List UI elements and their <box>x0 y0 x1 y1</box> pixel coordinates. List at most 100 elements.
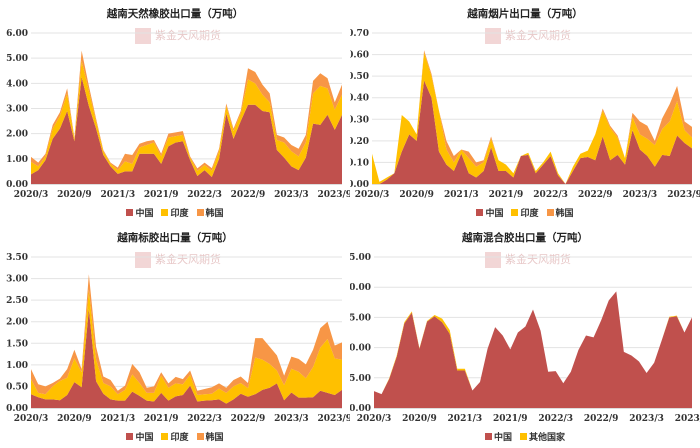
legend: 中国 印度 韩国 <box>0 206 350 219</box>
x-tick-label: 2020/3 <box>355 190 390 200</box>
x-tick-label: 2020/9 <box>57 190 92 200</box>
legend-swatch <box>196 433 204 440</box>
legend-item: 其他国家 <box>520 430 565 443</box>
area-series-0 <box>31 77 342 184</box>
chart-svg: 0.00 0.10 0.20 0.30 0.40 0.50 0.60 0.70 2020/3 20… <box>350 29 700 200</box>
x-tick-label: 2021/3 <box>100 414 135 424</box>
y-tick-label: 0.60 <box>350 51 369 61</box>
legend-label: 印度 <box>170 209 189 219</box>
x-tick-label: 2020/9 <box>399 190 434 200</box>
chart-title: 越南烟片出口量（万吨） <box>467 8 583 20</box>
legend: 中国 印度 韩国 <box>0 430 350 443</box>
legend-item: 韩国 <box>196 206 224 219</box>
x-tick-label: 2023/9 <box>667 190 700 200</box>
x-tick-label: 2021/3 <box>100 190 135 200</box>
x-tick-label: 2022/3 <box>533 190 568 200</box>
y-tick-label: 0.00 <box>6 404 28 414</box>
y-tick-label: 2.00 <box>6 318 28 328</box>
legend-item: 中国 <box>476 206 503 219</box>
chart-panel-1: 越南烟片出口量（万吨） 紫金天风期货 0.00 0.10 0.20 0.30 0.40 0.5… <box>350 0 700 224</box>
legend-label: 韩国 <box>205 209 224 219</box>
y-tick-label: 0.00 <box>350 404 371 414</box>
y-tick-label: 0.40 <box>350 94 369 104</box>
chart-title: 越南天然橡胶出口量（万吨） <box>106 8 244 20</box>
legend: 中国 印度 韩国 <box>350 206 700 219</box>
y-tick-label: 0.30 <box>350 115 369 125</box>
area-series-0 <box>31 308 342 408</box>
x-tick-label: 2022/9 <box>584 414 619 424</box>
y-tick-label: 3.00 <box>6 275 28 285</box>
legend-label: 中国 <box>493 433 512 443</box>
y-tick-label: 20.00 <box>350 283 371 293</box>
legend-label: 韩国 <box>205 433 224 443</box>
legend-label: 中国 <box>135 209 154 219</box>
y-tick-label: 0.00 <box>6 180 28 190</box>
x-tick-label: 2022/3 <box>187 190 222 200</box>
y-tick-label: 25.00 <box>350 253 371 263</box>
watermark-logo: 紫金天风期货 <box>485 27 571 44</box>
y-tick-label: 2.50 <box>6 296 28 306</box>
y-tick-label: 5.00 <box>350 374 371 384</box>
x-tick-label: 2020/9 <box>57 414 92 424</box>
legend-swatch <box>511 209 519 216</box>
legend-item: 中国 <box>126 430 153 443</box>
y-tick-label: 1.00 <box>6 155 28 165</box>
y-tick-label: 0.10 <box>350 158 369 168</box>
legend-swatch <box>126 433 134 440</box>
legend-swatch <box>520 433 527 440</box>
chart-title: 越南混合胶出口量（万吨） <box>462 232 588 244</box>
legend-swatch <box>161 433 169 440</box>
chart-svg: 0.00 0.50 1.00 1.50 2.00 2.50 3.00 3.50 2020/3 20… <box>6 253 350 424</box>
area-series-1 <box>31 60 342 177</box>
legend-item: 韩国 <box>546 206 574 219</box>
legend-label: 韩国 <box>555 209 574 219</box>
chart-panel-0: 越南天然橡胶出口量（万吨） 紫金天风期货 0.00 1.00 2.00 3.00 4.00 5… <box>0 0 350 224</box>
y-tick-label: 6.00 <box>6 29 28 39</box>
y-tick-label: 5.00 <box>6 54 28 64</box>
x-tick-label: 2021/9 <box>489 190 524 200</box>
x-tick-label: 2021/9 <box>144 190 179 200</box>
x-tick-label: 2023/3 <box>623 190 658 200</box>
legend-swatch <box>196 209 204 216</box>
chart-svg: 0.00 1.00 2.00 3.00 4.00 5.00 6.00 2020/3 2020/9… <box>6 29 350 200</box>
chart-panel-2: 越南标胶出口量（万吨） 紫金天风期货 0.00 0.50 1.00 1.50 2.00 2.5… <box>0 224 350 448</box>
legend: 中国 其他国家 <box>350 430 700 443</box>
y-tick-label: 0.50 <box>350 72 369 82</box>
legend-swatch <box>484 433 492 440</box>
y-tick-label: 0.50 <box>6 382 28 392</box>
x-tick-label: 2023/9 <box>317 414 350 424</box>
y-tick-label: 10.00 <box>350 344 371 354</box>
legend-swatch <box>476 209 484 216</box>
legend-label: 中国 <box>485 209 504 219</box>
x-tick-label: 2021/9 <box>144 414 179 424</box>
x-tick-label: 2021/3 <box>448 414 483 424</box>
x-tick-label: 2023/3 <box>629 414 664 424</box>
legend-label: 其他国家 <box>529 433 566 443</box>
x-tick-label: 2022/3 <box>187 414 222 424</box>
y-tick-label: 3.00 <box>6 105 28 115</box>
y-tick-label: 0.20 <box>350 137 369 147</box>
legend-item: 中国 <box>126 206 153 219</box>
x-tick-label: 2020/3 <box>14 414 49 424</box>
watermark-logo: 紫金天风期货 <box>485 251 571 268</box>
chart-svg: 0.00 5.00 10.00 15.00 20.00 25.00 2020/3 2020/9… <box>350 253 700 424</box>
legend-item: 韩国 <box>196 430 224 443</box>
legend-swatch <box>546 209 554 216</box>
legend-label: 中国 <box>135 433 154 443</box>
x-tick-label: 2023/3 <box>274 414 309 424</box>
legend-item: 中国 <box>484 430 512 443</box>
y-tick-label: 4.00 <box>6 79 28 89</box>
x-tick-label: 2021/9 <box>493 414 528 424</box>
y-tick-label: 2.00 <box>6 130 28 140</box>
chart-panel-3: 越南混合胶出口量（万吨） 紫金天风期货 0.00 5.00 10.00 15.00 20.0… <box>350 224 700 448</box>
x-tick-label: 2022/3 <box>538 414 573 424</box>
area-series-1 <box>31 289 342 404</box>
x-tick-label: 2020/9 <box>402 414 437 424</box>
y-tick-label: 15.00 <box>350 313 371 323</box>
x-tick-label: 2023/9 <box>675 414 700 424</box>
x-tick-label: 2020/3 <box>357 414 392 424</box>
x-tick-label: 2022/9 <box>231 414 266 424</box>
legend-item: 印度 <box>511 206 539 219</box>
area-series-1 <box>372 52 692 184</box>
